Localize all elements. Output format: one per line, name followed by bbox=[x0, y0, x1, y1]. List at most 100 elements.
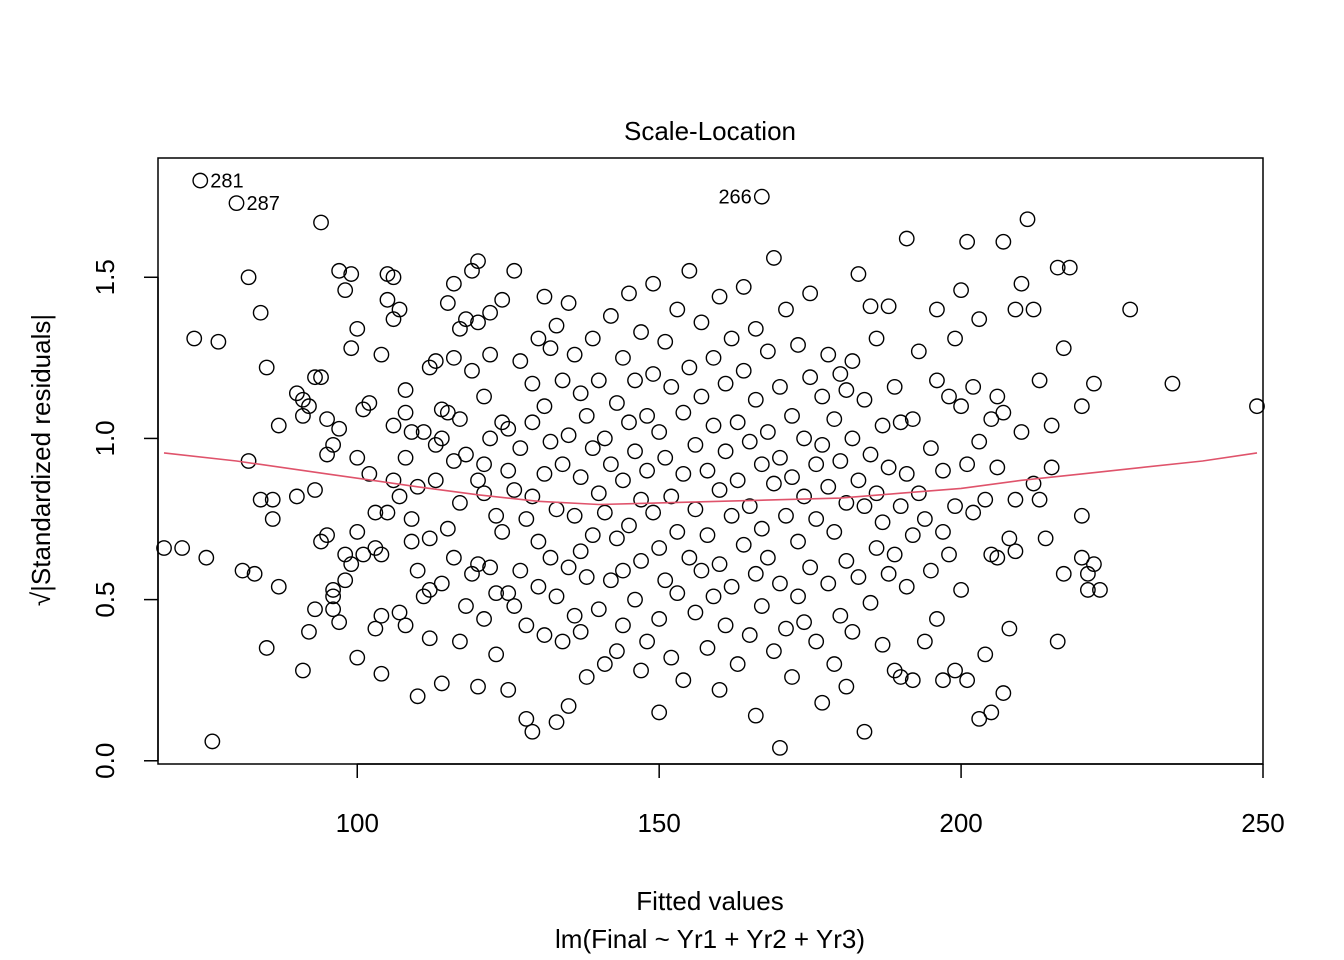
data-point bbox=[953, 282, 969, 299]
data-point bbox=[959, 456, 976, 473]
data-point bbox=[506, 262, 523, 279]
data-point bbox=[929, 301, 945, 318]
data-point bbox=[602, 308, 619, 324]
data-point bbox=[639, 633, 655, 650]
data-point bbox=[1025, 475, 1042, 492]
data-point bbox=[524, 488, 541, 505]
data-points bbox=[156, 211, 1265, 756]
data-point bbox=[747, 391, 764, 408]
data-point bbox=[482, 430, 499, 447]
data-point bbox=[615, 562, 631, 579]
data-point bbox=[947, 330, 963, 347]
data-point bbox=[747, 565, 764, 582]
data-point bbox=[796, 614, 812, 631]
data-point bbox=[512, 562, 529, 579]
data-point bbox=[880, 459, 897, 476]
data-point bbox=[609, 530, 625, 547]
data-point bbox=[494, 291, 511, 308]
data-point bbox=[741, 498, 758, 515]
data-point bbox=[343, 556, 360, 573]
data-point bbox=[1049, 259, 1066, 276]
data-point bbox=[1013, 275, 1030, 292]
data-point bbox=[578, 669, 595, 685]
data-point bbox=[240, 269, 257, 286]
data-point bbox=[995, 685, 1012, 701]
data-point bbox=[156, 540, 172, 556]
data-point bbox=[379, 504, 396, 521]
data-point bbox=[584, 440, 601, 457]
data-point bbox=[814, 388, 831, 405]
data-point bbox=[977, 646, 994, 663]
data-point bbox=[584, 330, 601, 347]
x-axis: 100 150 200 250 bbox=[336, 763, 1285, 838]
data-point bbox=[433, 575, 450, 592]
data-point bbox=[307, 601, 323, 618]
data-point bbox=[802, 285, 819, 302]
data-point bbox=[766, 475, 782, 492]
data-point bbox=[651, 611, 668, 627]
data-point bbox=[1025, 301, 1042, 318]
data-point bbox=[186, 330, 203, 347]
data-point bbox=[759, 343, 776, 360]
data-point bbox=[741, 627, 758, 643]
data-point bbox=[621, 517, 637, 534]
data-point bbox=[1073, 507, 1090, 524]
data-point bbox=[820, 575, 837, 592]
data-point bbox=[427, 353, 444, 369]
data-point bbox=[373, 346, 390, 363]
data-point bbox=[458, 598, 474, 614]
data-point bbox=[904, 672, 921, 689]
data-point bbox=[258, 359, 275, 376]
data-point bbox=[941, 388, 957, 405]
data-point bbox=[910, 485, 927, 502]
data-point bbox=[373, 607, 390, 624]
data-point bbox=[174, 540, 191, 556]
data-point bbox=[814, 436, 831, 453]
data-point bbox=[808, 511, 825, 527]
data-point bbox=[826, 411, 843, 427]
data-point bbox=[759, 549, 776, 566]
data-point bbox=[898, 465, 915, 482]
data-point bbox=[566, 607, 583, 624]
data-point bbox=[409, 562, 426, 579]
data-point bbox=[1122, 301, 1139, 318]
data-point bbox=[542, 433, 559, 450]
data-point bbox=[590, 372, 607, 389]
data-point bbox=[367, 620, 384, 637]
data-point bbox=[645, 366, 662, 382]
data-point bbox=[735, 536, 752, 553]
data-point bbox=[971, 311, 988, 328]
data-point bbox=[403, 511, 420, 527]
data-point bbox=[657, 333, 674, 350]
data-point bbox=[898, 578, 915, 595]
data-point bbox=[892, 498, 909, 515]
x-tick-label: 150 bbox=[637, 808, 680, 838]
data-point bbox=[844, 623, 861, 640]
data-point bbox=[252, 491, 269, 508]
data-point bbox=[1055, 340, 1072, 357]
data-point bbox=[904, 527, 921, 544]
data-point bbox=[784, 469, 800, 486]
data-point bbox=[482, 559, 499, 576]
data-point bbox=[687, 436, 704, 453]
data-point bbox=[965, 504, 982, 521]
data-point bbox=[1249, 398, 1265, 415]
data-point bbox=[935, 672, 951, 689]
y-tick-label: 0.0 bbox=[90, 743, 120, 779]
data-point bbox=[421, 630, 438, 647]
data-point bbox=[494, 524, 511, 540]
data-point bbox=[530, 330, 547, 347]
data-point bbox=[445, 453, 462, 469]
data-point bbox=[542, 340, 559, 357]
data-point bbox=[941, 546, 957, 563]
data-point bbox=[693, 388, 710, 405]
data-point bbox=[301, 623, 317, 640]
data-point bbox=[995, 233, 1012, 250]
data-point bbox=[482, 304, 499, 321]
data-point bbox=[880, 565, 897, 582]
data-point bbox=[530, 533, 547, 550]
data-point bbox=[609, 643, 625, 660]
data-point bbox=[458, 311, 474, 328]
x-axis-subtitle: lm(Final ~ Yr1 + Yr2 + Yr3) bbox=[555, 924, 865, 954]
